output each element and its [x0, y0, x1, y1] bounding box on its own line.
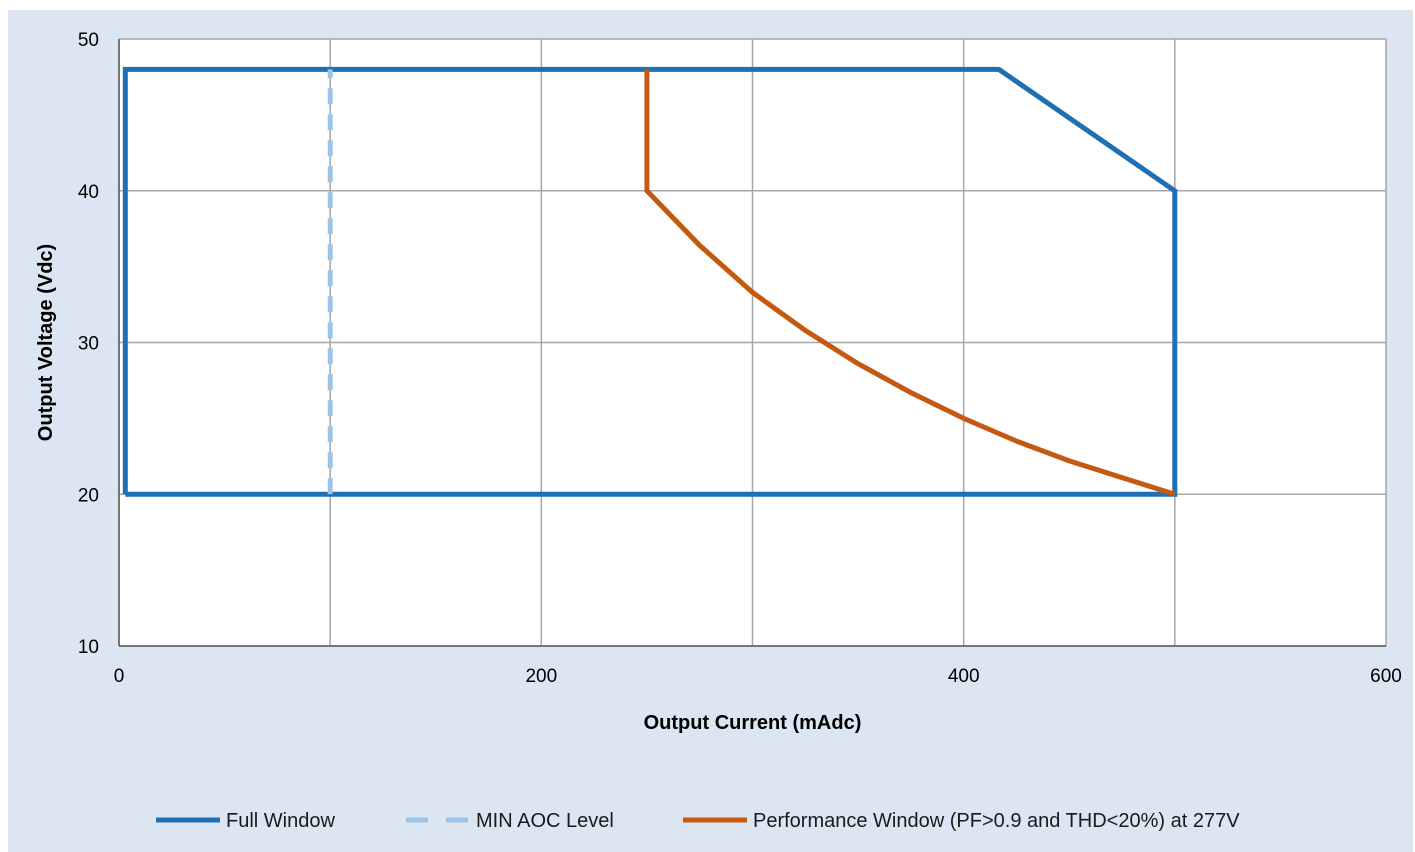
legend-label-3: Performance Window (PF>0.9 and THD<20%) … [753, 810, 1240, 832]
y-tick-label: 40 [78, 182, 99, 203]
tick-labels: 0 200 400 600 10 20 30 40 50 [78, 30, 1402, 687]
y-tick-label: 30 [78, 334, 99, 355]
series-line-1 [122, 66, 1178, 497]
y-tick-label: 50 [78, 30, 99, 51]
series-group [122, 66, 1178, 497]
x-tick-label: 400 [948, 666, 980, 687]
legend-label-1: Full Window [226, 810, 335, 832]
x-tick-label: 0 [114, 666, 125, 687]
legend-label-2: MIN AOC Level [476, 810, 614, 832]
chart-panel: 0 200 400 600 10 20 30 40 50 Output Current (mAd… [8, 10, 1413, 852]
x-tick-label: 200 [525, 666, 557, 687]
y-axis-title: Output Voltage (Vdc) [35, 244, 57, 441]
x-tick-label: 600 [1370, 666, 1402, 687]
y-tick-label: 20 [78, 485, 99, 506]
x-axis-title: Output Current (mAdc) [644, 712, 862, 734]
axes [118, 39, 1386, 647]
series-line-3 [644, 69, 1176, 497]
legend: Full Window MIN AOC Level Performance Wind… [156, 810, 1240, 832]
y-tick-label: 10 [78, 637, 99, 658]
chart-svg: 0 200 400 600 10 20 30 40 50 Output Current (mAd… [35, 30, 1402, 832]
